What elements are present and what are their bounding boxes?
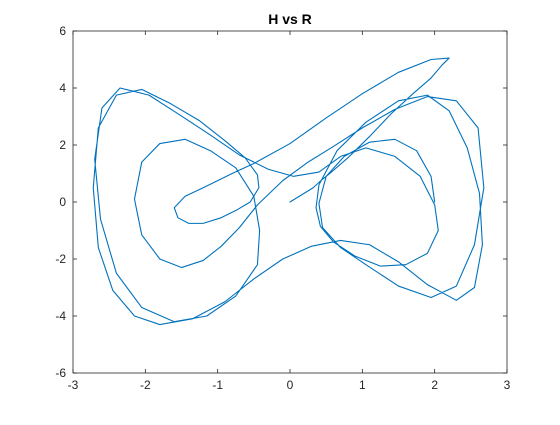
chart-title: H vs R: [268, 11, 312, 27]
y-tick-label: -4: [55, 309, 66, 323]
y-tick-label: 2: [59, 138, 66, 152]
x-tick-label: 3: [504, 378, 511, 392]
y-tick-label: -6: [55, 366, 66, 380]
y-tick-label: -2: [55, 252, 66, 266]
x-tick-label: 0: [287, 378, 294, 392]
y-axis-ticks: -6 -4 -2 0 2 4 6: [55, 24, 507, 380]
series-line-0: [92, 57, 485, 326]
y-tick-label: 4: [59, 81, 66, 95]
x-tick-label: 1: [359, 378, 366, 392]
x-tick-label: -2: [140, 378, 151, 392]
series-layer: [92, 57, 485, 326]
x-tick-label: 2: [431, 378, 438, 392]
x-axis-ticks: -3 -2 -1 0 1 2 3: [68, 31, 511, 392]
x-tick-label: -3: [68, 378, 79, 392]
x-tick-label: -1: [212, 378, 223, 392]
y-tick-label: 0: [59, 195, 66, 209]
y-tick-label: 6: [59, 24, 66, 38]
